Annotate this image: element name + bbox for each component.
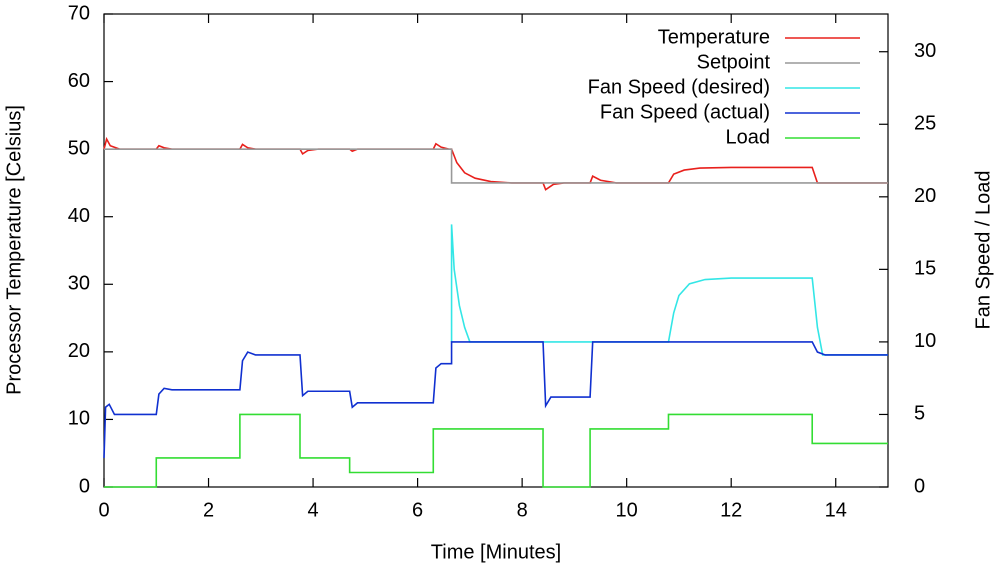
legend-label: Setpoint: [697, 51, 771, 73]
legend-label: Load: [726, 126, 771, 148]
y-tick-label: 70: [68, 2, 90, 24]
y2-tick-label: 30: [914, 40, 936, 62]
y2-axis-label: Fan Speed / Load: [972, 170, 994, 329]
y2-tick-label: 0: [914, 475, 925, 497]
y-tick-label: 10: [68, 408, 90, 430]
x-tick-label: 2: [203, 499, 214, 521]
y-tick-label: 0: [79, 475, 90, 497]
x-tick-label: 0: [98, 499, 109, 521]
legend-label: Temperature: [658, 26, 770, 48]
y-tick-label: 50: [68, 137, 90, 159]
x-tick-label: 10: [616, 499, 638, 521]
legend-label: Fan Speed (actual): [600, 101, 770, 123]
series-line: [450, 224, 888, 356]
y-tick-label: 20: [68, 340, 90, 362]
x-tick-label: 4: [308, 499, 319, 521]
y-tick-label: 40: [68, 205, 90, 227]
x-tick-label: 12: [720, 499, 742, 521]
y2-tick-label: 25: [914, 113, 936, 135]
series-line: [104, 148, 888, 184]
legend-label: Fan Speed (desired): [588, 76, 770, 98]
x-axis-label: Time [Minutes]: [431, 541, 561, 563]
x-tick-label: 8: [517, 499, 528, 521]
y-tick-label: 60: [68, 70, 90, 92]
y2-tick-label: 20: [914, 185, 936, 207]
x-tick-label: 14: [825, 499, 847, 521]
plot-frame: [103, 13, 889, 488]
series-line: [104, 413, 888, 488]
y-tick-label: 30: [68, 273, 90, 295]
y2-tick-label: 10: [914, 330, 936, 352]
series-line: [103, 341, 888, 459]
y-axis-label: Processor Temperature [Celsius]: [3, 105, 25, 395]
y2-tick-label: 5: [914, 403, 925, 425]
x-tick-label: 6: [412, 499, 423, 521]
y2-tick-label: 15: [914, 258, 936, 280]
